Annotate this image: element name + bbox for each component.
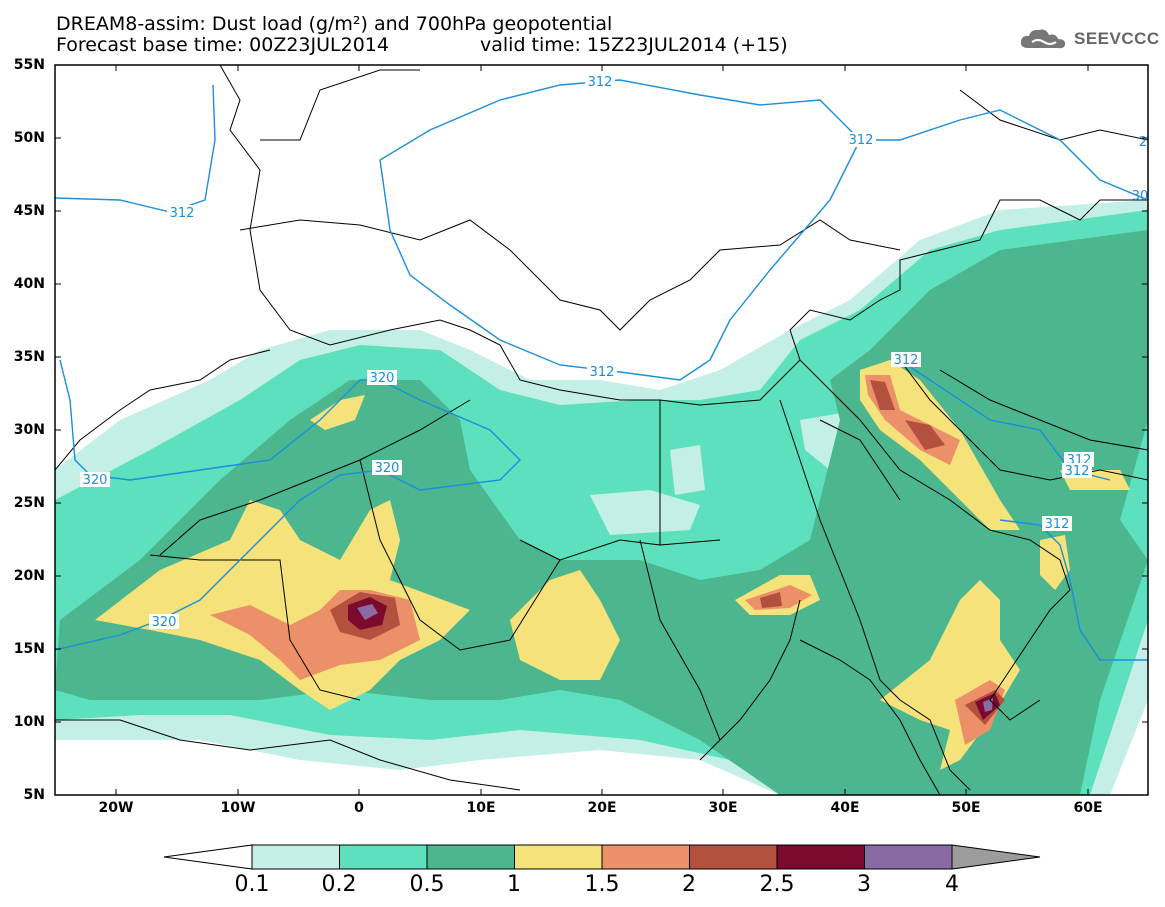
dust-level-1-chad [510,570,620,680]
lat-label: 55N [13,57,45,73]
dust-level-1-oman [1040,535,1070,590]
colorbar-label: 3 [857,872,871,897]
dust-gap-1 [590,490,700,535]
contour-label: 320 [152,615,177,630]
cloud-icon [1020,29,1066,49]
dust-level-2-iraq [870,380,895,410]
contour-label: 312 [1065,464,1090,479]
contour-labels: 312 312 312 312 312 312 312 312 320 320 … [80,74,1148,630]
lat-label: 30N [13,422,45,438]
colorbar-cell [251,844,340,870]
valid-time: valid time: 15Z23JUL2014 (+15) [480,34,788,56]
lon-label: 10E [466,800,496,816]
colorbar-label: 2.5 [759,872,795,897]
logo-text: SEEVCCC [1074,29,1160,48]
colorbar-label: 1 [507,872,521,897]
contour-label: 312 [588,75,613,90]
dust-level-2-sudan [760,592,782,608]
seevccc-logo: SEEVCCC [1018,26,1160,54]
colorbar-label: 4 [945,872,959,897]
lat-label: 20N [13,568,45,584]
lat-label: 15N [13,641,45,657]
dust-gap-2 [670,445,705,495]
contour-label: 312 [1045,517,1070,532]
contour-label: 312 [849,133,874,148]
colorbar-label: 0.1 [234,872,270,897]
map-title: DREAM8-assim: Dust load (g/m²) and 700hP… [56,13,613,35]
lon-label: 20W [98,800,134,816]
lon-label: 10W [220,800,256,816]
contour-label: 320 [83,473,108,488]
lon-label: 30E [708,800,738,816]
lon-label: 60E [1073,800,1103,816]
lon-label: 0 [354,800,364,816]
dust-level-3 [357,604,378,620]
lon-label: 40E [830,800,860,816]
coastlines [55,65,1148,795]
contour-label: 312 [170,206,195,221]
dust-level-3-yemen [983,698,993,712]
colorbar-label: 2 [682,872,696,897]
contour-label: 312 [894,353,919,368]
forecast-base-time: Forecast base time: 00Z23JUL2014 [56,34,389,56]
lat-label: 25N [13,495,45,511]
axis-ticks [55,64,1148,795]
dust-level-2-iraq2 [905,420,945,450]
colorbar-label: 1.5 [584,872,620,897]
colorbar-right-arrow [951,844,1041,870]
lat-label: 50N [13,130,45,146]
colorbar-label: 0.2 [321,872,357,897]
lat-label: 10N [13,714,45,730]
colorbar-cell [776,844,865,870]
colorbar-cell [864,844,953,870]
lat-label: 45N [13,203,45,219]
lat-label: 35N [13,349,45,365]
contour-label: 320 [370,371,395,386]
colorbar-cell [339,844,428,870]
contour-label: 312 [590,365,615,380]
colorbar-left-arrow [163,844,253,870]
contour-label: 320 [375,461,400,476]
colorbar-cell [689,844,778,870]
contour-label: 2 [1139,135,1147,150]
lon-label: 50E [951,800,981,816]
dust-level-1-sahara-n [310,395,365,430]
contour-label: 30 [1132,189,1149,204]
lon-label: 20E [587,800,617,816]
colorbar [163,844,1041,870]
colorbar-cell [514,844,603,870]
colorbar-cell [601,844,690,870]
colorbar-cell [426,844,515,870]
colorbar-label: 0.5 [409,872,445,897]
lat-label: 5N [23,787,45,803]
lat-label: 40N [13,276,45,292]
